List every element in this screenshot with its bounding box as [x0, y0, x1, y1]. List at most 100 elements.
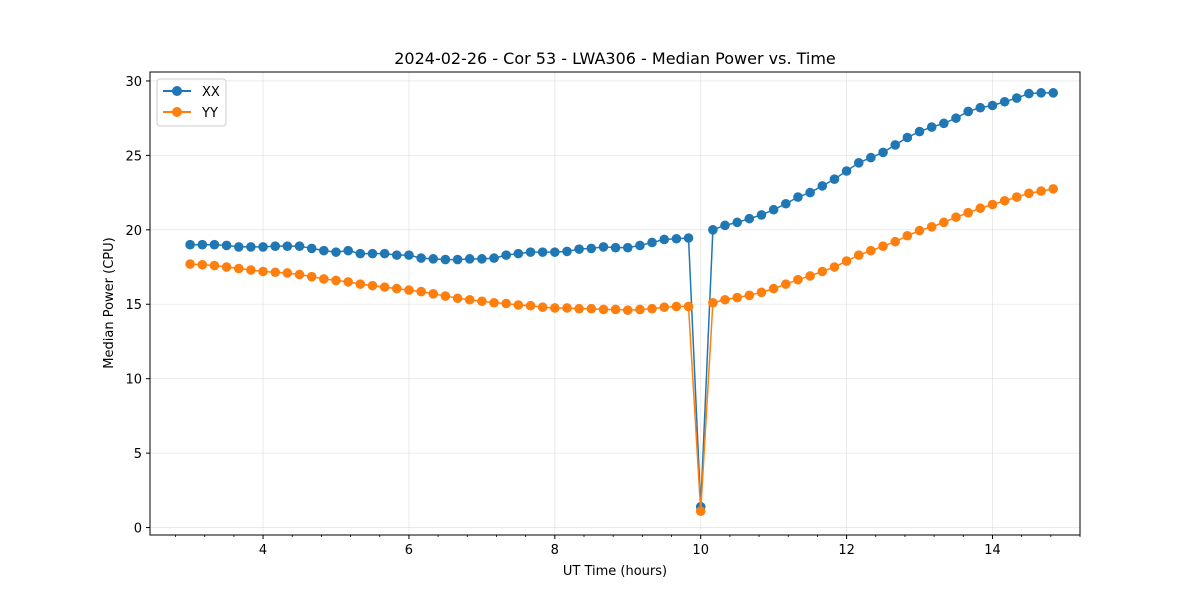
data-point-yy — [659, 302, 670, 313]
data-point-xx — [525, 247, 536, 257]
data-point-xx — [671, 233, 682, 244]
axes — [149, 71, 1081, 536]
legend-label-xx: XX — [202, 85, 220, 100]
data-point-xx — [805, 187, 815, 198]
data-point-yy — [391, 283, 402, 294]
data-point-xx — [647, 237, 657, 248]
data-point-xx — [914, 126, 925, 137]
data-point-yy — [829, 262, 840, 272]
data-point-xx — [574, 244, 584, 254]
data-point-yy — [817, 266, 828, 277]
data-point-xx — [258, 242, 268, 252]
data-point-yy — [562, 303, 572, 313]
data-point-xx — [963, 106, 973, 117]
data-point-yy — [683, 301, 694, 312]
data-point-xx — [550, 247, 560, 257]
data-point-yy — [246, 265, 256, 275]
data-point-xx — [1024, 88, 1034, 99]
data-point-yy — [258, 266, 268, 277]
data-point-xx — [744, 213, 755, 224]
data-point-yy — [477, 296, 487, 307]
data-point-yy — [404, 285, 414, 295]
data-point-xx — [878, 147, 888, 158]
y-tick-label: 25 — [125, 149, 142, 164]
data-point-xx — [926, 122, 937, 132]
data-point-yy — [805, 271, 815, 281]
data-point-yy — [367, 280, 378, 291]
data-point-yy — [319, 274, 329, 284]
data-point-yy — [975, 203, 986, 214]
data-point-yy — [209, 260, 220, 271]
data-point-xx — [246, 242, 256, 252]
y-tick-label: 0 — [134, 522, 142, 537]
data-point-yy — [999, 195, 1010, 206]
data-point-yy — [416, 286, 426, 297]
chart-title: 2024-02-26 - Cor 53 - LWA306 - Median Po… — [394, 49, 836, 68]
data-point-xx — [1036, 88, 1046, 98]
data-point-yy — [647, 303, 657, 314]
data-point-xx — [598, 242, 609, 252]
data-point-yy — [586, 303, 597, 314]
data-point-xx — [1011, 93, 1022, 103]
plot-frame — [149, 71, 1081, 536]
data-point-xx — [343, 245, 353, 256]
data-point-xx — [999, 96, 1010, 107]
data-point-xx — [853, 158, 864, 168]
data-point-yy — [622, 305, 633, 316]
data-point-yy — [440, 291, 451, 301]
data-point-xx — [939, 118, 949, 129]
data-point-yy — [926, 222, 937, 232]
data-point-yy — [610, 304, 621, 315]
data-point-xx — [768, 204, 779, 215]
data-point-yy — [197, 259, 208, 270]
data-point-xx — [732, 217, 742, 228]
data-point-yy — [513, 300, 524, 310]
data-point-yy — [793, 274, 803, 285]
data-point-xx — [355, 248, 366, 259]
x-tick-label: 10 — [692, 543, 709, 558]
data-point-xx — [331, 247, 341, 257]
data-point-xx — [501, 250, 511, 260]
data-point-xx — [294, 241, 305, 251]
legend-marker-yy — [172, 107, 182, 117]
data-point-yy — [537, 302, 548, 313]
data-point-yy — [525, 300, 536, 311]
y-tick-label: 5 — [134, 447, 142, 462]
x-tick-label: 12 — [838, 543, 855, 558]
data-point-xx — [197, 239, 208, 250]
data-point-xx — [440, 254, 451, 265]
series-xx — [185, 88, 1059, 512]
data-point-xx — [209, 239, 220, 250]
data-point-yy — [987, 199, 998, 210]
data-point-yy — [866, 245, 876, 256]
data-point-xx — [829, 174, 840, 184]
data-point-yy — [1024, 188, 1034, 199]
data-point-yy — [501, 298, 511, 309]
data-point-yy — [878, 241, 888, 251]
data-point-xx — [319, 245, 329, 256]
data-point-xx — [756, 210, 767, 220]
data-point-xx — [404, 250, 414, 260]
data-point-xx — [562, 246, 572, 257]
data-point-yy — [841, 256, 852, 266]
series-yy — [185, 184, 1059, 516]
data-point-xx — [306, 243, 317, 254]
data-point-xx — [708, 225, 718, 235]
data-point-xx — [586, 243, 597, 254]
data-point-xx — [221, 240, 232, 251]
data-point-xx — [975, 102, 986, 113]
data-point-xx — [890, 140, 901, 150]
data-point-yy — [695, 506, 706, 516]
x-tick-label: 6 — [405, 543, 413, 558]
data-point-yy — [574, 303, 584, 314]
data-point-yy — [768, 283, 779, 294]
data-point-yy — [550, 303, 560, 313]
data-point-yy — [331, 275, 341, 286]
data-point-yy — [294, 269, 305, 280]
legend: XX YY — [156, 78, 227, 127]
x-tick-label: 14 — [984, 543, 1001, 558]
data-point-yy — [914, 225, 925, 236]
x-axis-label: UT Time (hours) — [563, 564, 667, 579]
data-point-yy — [1011, 192, 1022, 202]
